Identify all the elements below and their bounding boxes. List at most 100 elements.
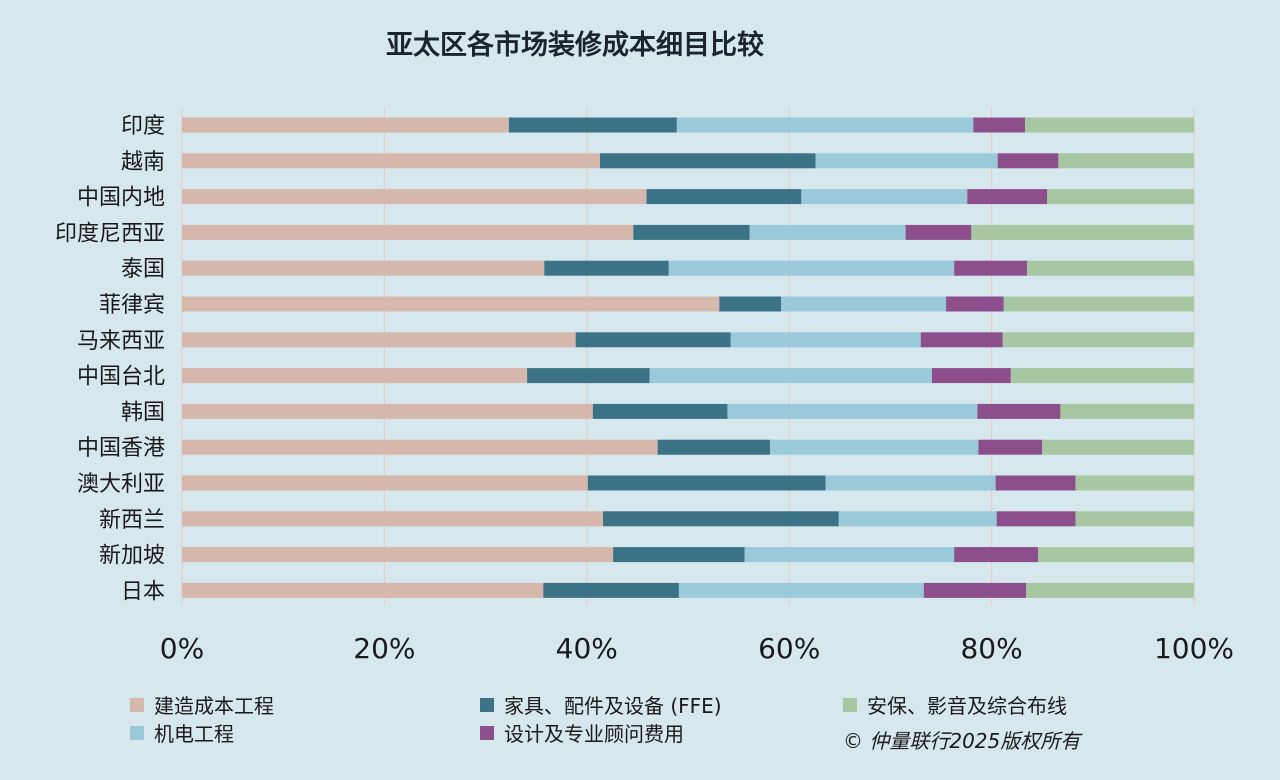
bar-segment	[646, 189, 802, 205]
x-tick-label: 80%	[960, 632, 1022, 665]
category-label: 菲律宾	[99, 293, 165, 318]
bar-segment	[1075, 511, 1194, 527]
category-label: 越南	[121, 150, 165, 175]
x-tick-label: 100%	[1154, 632, 1234, 665]
bar-segment	[182, 332, 576, 348]
category-label: 马来西亚	[77, 329, 165, 354]
bar-segment	[182, 439, 658, 455]
bar-segment	[905, 224, 972, 240]
bar-segment	[973, 117, 1025, 133]
bar-segment	[971, 224, 1194, 240]
bar-segment	[769, 439, 979, 455]
bar-segment	[727, 403, 978, 419]
category-label: 澳大利亚	[77, 472, 165, 497]
bar-segment	[838, 511, 997, 527]
bar-segment	[1003, 296, 1194, 312]
bar-segment	[182, 296, 720, 312]
category-label: 印度	[121, 114, 165, 139]
x-axis-ticks: 0% 20% 40% 60% 80% 100%	[160, 632, 1234, 665]
bar-segment	[931, 368, 1011, 384]
bar-segment	[587, 475, 826, 491]
bar-segment	[182, 511, 603, 527]
legend-label: 家具、配件及设备 (FFE)	[504, 694, 722, 718]
bar-segment	[923, 582, 1027, 598]
bar-segment	[182, 403, 593, 419]
bar-segment	[1010, 368, 1194, 384]
bar-segment	[967, 189, 1048, 205]
category-label: 新西兰	[99, 508, 165, 533]
legend-swatch	[130, 726, 144, 740]
category-label: 中国香港	[77, 436, 165, 461]
bar-segment	[649, 368, 932, 384]
bar-segment	[182, 475, 588, 491]
bar-segment	[1002, 332, 1194, 348]
bar-segment	[592, 403, 728, 419]
copyright-text: © 仲量联行2025版权所有	[843, 729, 1083, 753]
bar-segment	[1047, 189, 1194, 205]
legend-label: 设计及专业顾问费用	[504, 722, 684, 746]
bar-segment	[1060, 403, 1194, 419]
bar-segment	[1038, 547, 1194, 563]
bar-segment	[978, 439, 1043, 455]
bar-segment	[182, 117, 509, 133]
bar-segment	[678, 582, 924, 598]
bar-segment	[182, 260, 545, 276]
bar-segment	[527, 368, 650, 384]
bar-segment	[657, 439, 770, 455]
category-label: 新加坡	[99, 544, 165, 569]
bar-segment	[633, 224, 750, 240]
bar-segment	[730, 332, 921, 348]
bar-segment	[996, 511, 1076, 527]
gridlines	[181, 108, 1195, 605]
category-label: 中国内地	[77, 186, 165, 211]
bar-segment	[954, 260, 1028, 276]
category-labels: 印度越南中国内地印度尼西亚泰国菲律宾马来西亚中国台北韩国中国香港澳大利亚新西兰新…	[55, 114, 165, 604]
legend-swatch	[480, 726, 494, 740]
bar-segment	[508, 117, 677, 133]
legend-swatch	[843, 698, 857, 712]
bar-segment	[744, 547, 955, 563]
bar-segment	[543, 582, 679, 598]
bar-segment	[182, 189, 647, 205]
legend-label: 安保、影音及综合布线	[867, 694, 1067, 718]
bar-segment	[781, 296, 947, 312]
bar-segment	[182, 153, 600, 169]
bar-segment	[997, 153, 1059, 169]
bar-segment	[575, 332, 731, 348]
bar-segment	[1027, 260, 1194, 276]
bar-segment	[182, 582, 544, 598]
bar-segment	[613, 547, 745, 563]
category-label: 泰国	[121, 257, 165, 282]
bar-segment	[719, 296, 782, 312]
bar-segment	[815, 153, 998, 169]
bar-segment	[1075, 475, 1194, 491]
x-tick-label: 0%	[160, 632, 204, 665]
bar-segment	[995, 475, 1076, 491]
bar-segment	[1024, 117, 1194, 133]
bar-segment	[825, 475, 996, 491]
category-label: 中国台北	[77, 365, 165, 390]
bar-segment	[602, 511, 839, 527]
bar-segment	[182, 547, 614, 563]
bar-segment	[1026, 582, 1194, 598]
bar-segment	[182, 368, 528, 384]
bar-segment	[668, 260, 955, 276]
bar-segment	[1042, 439, 1194, 455]
bar-segment	[1058, 153, 1194, 169]
legend-label: 机电工程	[154, 722, 234, 746]
bar-segment	[954, 547, 1039, 563]
category-label: 日本	[121, 579, 165, 604]
bar-segment	[749, 224, 906, 240]
category-label: 韩国	[121, 400, 165, 425]
bar-segment	[946, 296, 1004, 312]
legend-swatch	[480, 698, 494, 712]
bar-segment	[977, 403, 1061, 419]
bar-segment	[182, 224, 634, 240]
x-tick-label: 60%	[758, 632, 820, 665]
bar-segment	[801, 189, 968, 205]
bar-segment	[676, 117, 974, 133]
chart-title: 亚太区各市场装修成本细目比较	[386, 29, 764, 61]
